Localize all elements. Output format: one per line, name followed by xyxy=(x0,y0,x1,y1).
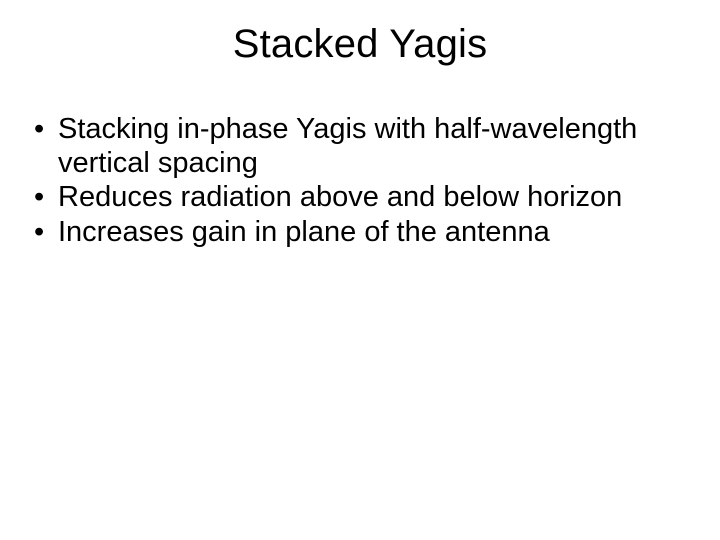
slide: Stacked Yagis Stacking in-phase Yagis wi… xyxy=(0,0,720,540)
list-item: Reduces radiation above and below horizo… xyxy=(30,180,670,214)
list-item: Increases gain in plane of the antenna xyxy=(30,215,670,249)
slide-body: Stacking in-phase Yagis with half-wavele… xyxy=(30,112,670,249)
slide-title: Stacked Yagis xyxy=(0,22,720,67)
list-item: Stacking in-phase Yagis with half-wavele… xyxy=(30,112,670,180)
bullet-list: Stacking in-phase Yagis with half-wavele… xyxy=(30,112,670,249)
